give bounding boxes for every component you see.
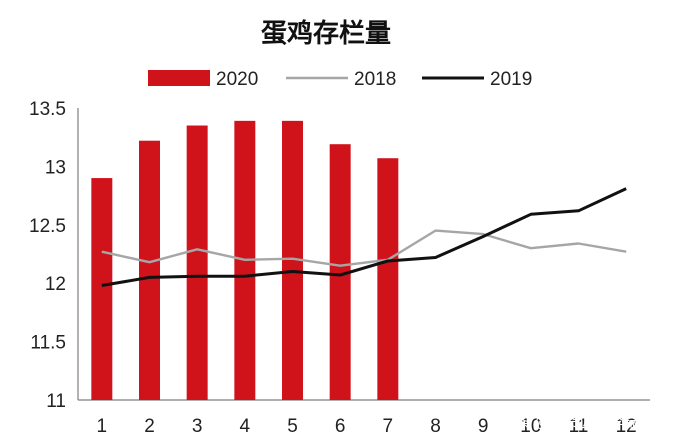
x-tick-label: 12 xyxy=(616,416,637,437)
legend-swatch xyxy=(148,70,210,86)
y-axis: 11 11.5 12 12.5 13 13.5 xyxy=(29,99,79,412)
legend-label: 2019 xyxy=(490,69,532,90)
bar-2020 xyxy=(282,120,303,401)
legend-entry-2019: 2019 xyxy=(422,69,532,90)
x-tick-label: 6 xyxy=(335,416,346,437)
bar-2020 xyxy=(91,178,113,400)
bar-2020 xyxy=(186,125,208,401)
x-tick-label: 1 xyxy=(97,416,108,437)
x-axis: 1 2 3 4 5 6 7 8 9 10 11 12 xyxy=(78,399,650,437)
y-tick-label: 12 xyxy=(45,274,66,295)
x-tick-label: 3 xyxy=(192,416,203,437)
bar-2020 xyxy=(329,144,351,400)
x-tick-label: 7 xyxy=(383,416,394,437)
bar-series xyxy=(91,120,399,401)
line-series xyxy=(101,187,627,287)
x-tick-label: 8 xyxy=(430,416,441,437)
bar-2020 xyxy=(377,158,399,400)
y-tick-label: 13.5 xyxy=(29,99,66,120)
x-tick-label: 11 xyxy=(569,416,589,437)
legend-label: 2018 xyxy=(354,69,396,90)
chart-title: 蛋鸡存栏量 xyxy=(261,18,391,49)
x-tick-label: 5 xyxy=(287,416,298,437)
x-tick-label: 9 xyxy=(478,416,489,437)
watermark-text: 头条 @期货匠人李瑞 xyxy=(500,413,640,431)
legend-label: 2020 xyxy=(216,69,258,90)
x-tick-label: 4 xyxy=(240,416,251,437)
line-2019 xyxy=(101,187,627,287)
x-tick-label: 10 xyxy=(520,416,541,437)
y-tick-label: 11.5 xyxy=(30,333,66,354)
bar-2020 xyxy=(139,140,160,401)
line-2018 xyxy=(101,229,627,267)
y-tick-label: 12.5 xyxy=(29,216,66,237)
legend-entry-2020: 2020 xyxy=(148,69,258,90)
y-tick-label: 13 xyxy=(45,157,66,178)
x-tick-label: 2 xyxy=(144,416,155,437)
y-tick-label: 11 xyxy=(46,391,66,412)
legend: 2020 2018 2019 xyxy=(148,69,532,90)
legend-entry-2018: 2018 xyxy=(286,69,396,90)
